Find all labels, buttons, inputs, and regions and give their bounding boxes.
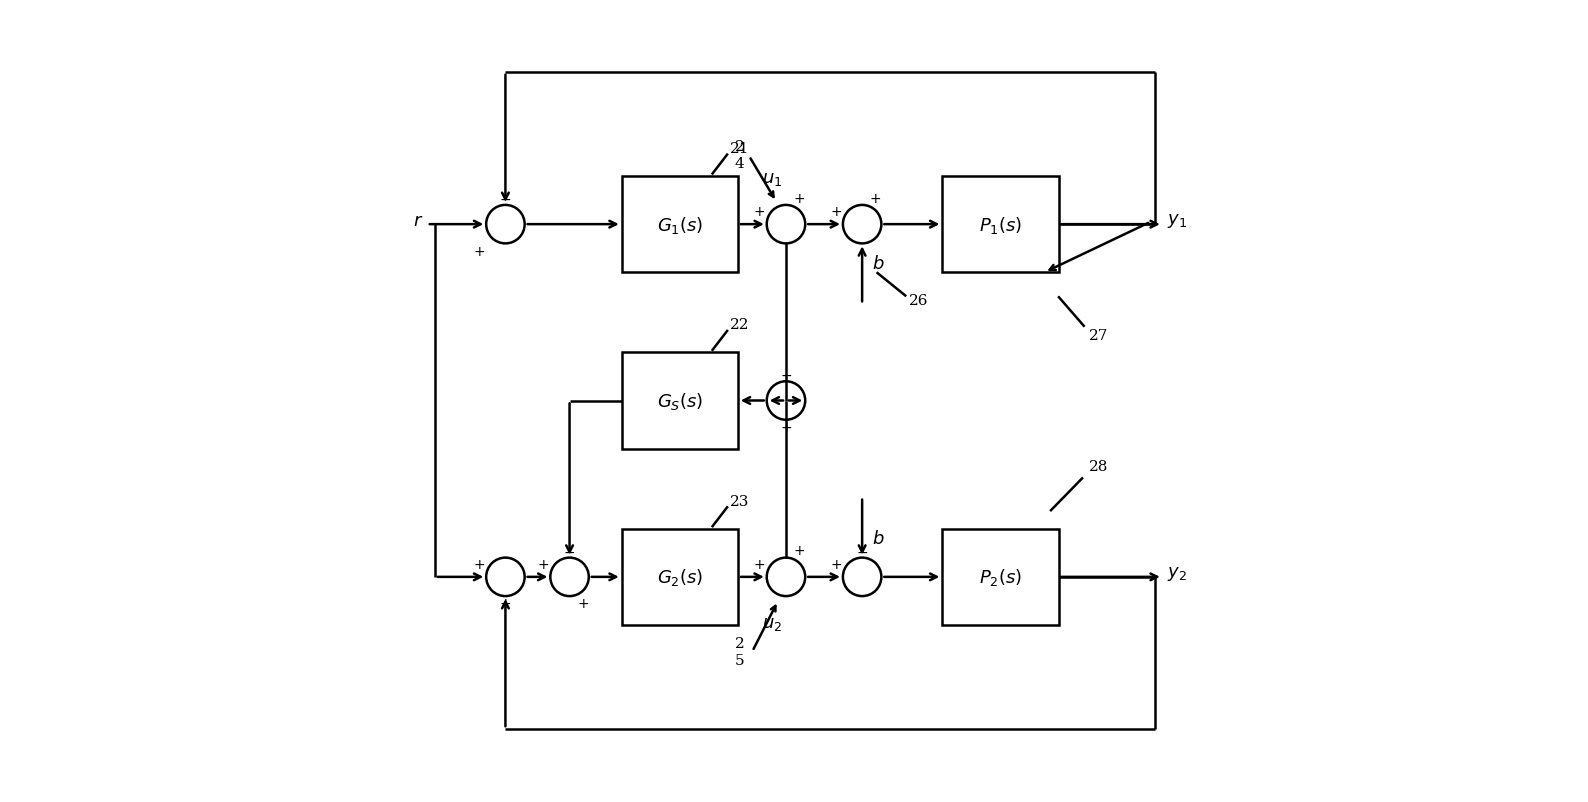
- Text: $+$: $+$: [792, 544, 805, 557]
- FancyBboxPatch shape: [621, 353, 738, 449]
- Text: 22: 22: [729, 318, 750, 332]
- Text: $b$: $b$: [872, 254, 885, 273]
- Text: $+$: $+$: [499, 597, 511, 610]
- FancyBboxPatch shape: [621, 529, 738, 626]
- Text: 21: 21: [729, 142, 750, 156]
- Text: $+$: $+$: [829, 557, 842, 571]
- FancyBboxPatch shape: [942, 176, 1059, 273]
- Text: $r$: $r$: [413, 212, 422, 230]
- FancyBboxPatch shape: [621, 176, 738, 273]
- Text: 28: 28: [1089, 460, 1108, 474]
- Text: $-$: $-$: [499, 192, 511, 205]
- Text: $+$: $+$: [576, 597, 589, 610]
- Text: 2: 2: [735, 140, 745, 153]
- Text: $G_1(s)$: $G_1(s)$: [656, 214, 703, 235]
- Text: 2: 2: [735, 636, 745, 650]
- Text: $y_2$: $y_2$: [1167, 564, 1186, 582]
- Text: $+$: $+$: [537, 557, 549, 571]
- Text: $u_1$: $u_1$: [762, 169, 781, 188]
- Text: $+$: $+$: [753, 205, 765, 219]
- Text: $+$: $+$: [753, 557, 765, 571]
- FancyBboxPatch shape: [942, 529, 1059, 626]
- Text: 26: 26: [908, 294, 927, 308]
- Text: 5: 5: [735, 654, 745, 667]
- Text: 4: 4: [735, 157, 745, 171]
- Text: $+$: $+$: [780, 420, 792, 435]
- Text: $+$: $+$: [473, 557, 484, 571]
- Text: $+$: $+$: [869, 192, 881, 205]
- Text: 27: 27: [1089, 328, 1108, 342]
- Text: $G_2(s)$: $G_2(s)$: [656, 567, 703, 588]
- Text: $+$: $+$: [473, 245, 484, 258]
- Text: 23: 23: [729, 494, 750, 508]
- Text: $P_2(s)$: $P_2(s)$: [978, 567, 1023, 588]
- Text: $P_1(s)$: $P_1(s)$: [978, 214, 1023, 235]
- Text: $G_S(s)$: $G_S(s)$: [656, 391, 703, 411]
- Text: $b$: $b$: [872, 529, 885, 548]
- Text: $+$: $+$: [792, 192, 805, 205]
- Text: $-$: $-$: [564, 544, 575, 557]
- Text: $u_2$: $u_2$: [762, 614, 781, 633]
- Text: $y_1$: $y_1$: [1167, 212, 1186, 230]
- Text: $-$: $-$: [856, 544, 869, 557]
- Text: $+$: $+$: [829, 205, 842, 219]
- Text: $-$: $-$: [780, 367, 792, 382]
